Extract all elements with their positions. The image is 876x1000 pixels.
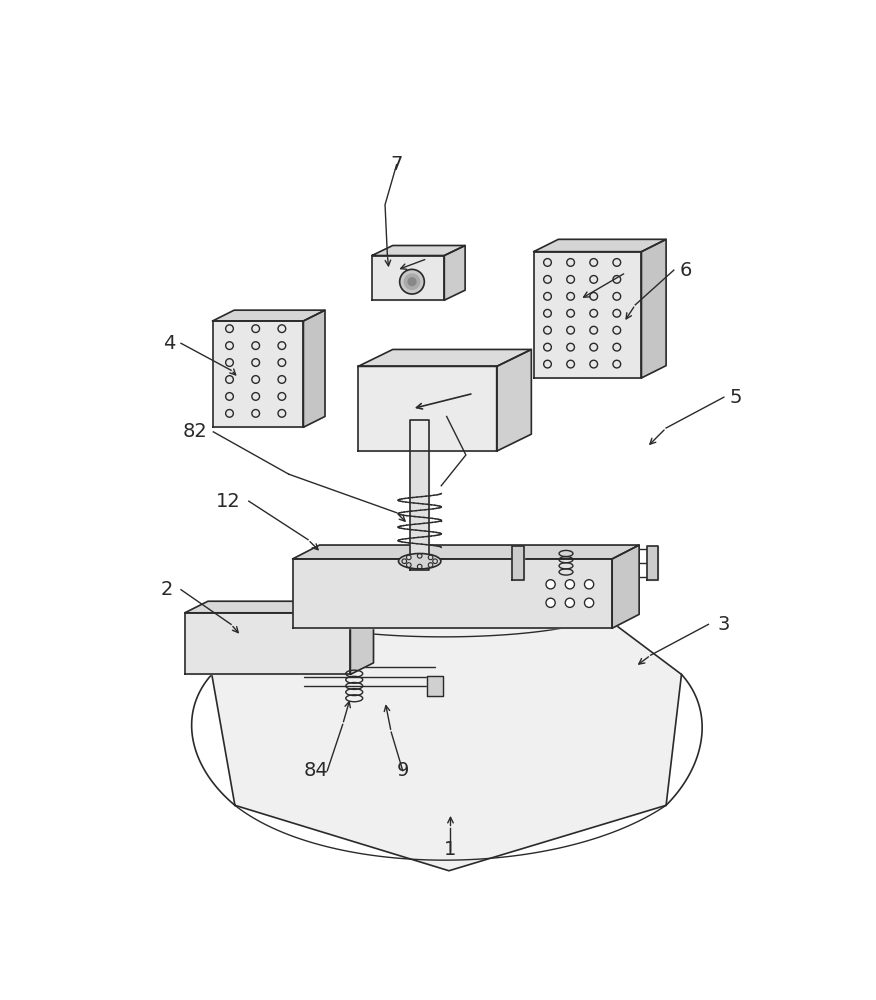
Text: 1: 1 bbox=[444, 840, 456, 859]
Circle shape bbox=[584, 598, 594, 607]
Text: 4: 4 bbox=[163, 334, 175, 353]
Polygon shape bbox=[213, 321, 303, 427]
Polygon shape bbox=[372, 246, 465, 256]
Polygon shape bbox=[641, 239, 666, 378]
Polygon shape bbox=[411, 420, 429, 570]
Polygon shape bbox=[212, 617, 682, 871]
Polygon shape bbox=[646, 546, 659, 580]
Polygon shape bbox=[185, 613, 350, 674]
Polygon shape bbox=[185, 601, 373, 613]
Text: 2: 2 bbox=[161, 580, 173, 599]
Text: 12: 12 bbox=[216, 492, 241, 511]
Polygon shape bbox=[303, 310, 325, 427]
Polygon shape bbox=[372, 256, 444, 300]
Text: 82: 82 bbox=[182, 422, 208, 441]
Circle shape bbox=[565, 598, 575, 607]
Circle shape bbox=[546, 580, 555, 589]
Polygon shape bbox=[358, 366, 497, 451]
Circle shape bbox=[565, 580, 575, 589]
Polygon shape bbox=[213, 310, 325, 321]
Circle shape bbox=[399, 269, 424, 294]
Text: 5: 5 bbox=[729, 388, 742, 407]
Text: 6: 6 bbox=[679, 261, 691, 280]
Text: 84: 84 bbox=[303, 761, 328, 780]
Ellipse shape bbox=[399, 554, 441, 569]
Polygon shape bbox=[293, 545, 639, 559]
Polygon shape bbox=[533, 239, 666, 252]
Circle shape bbox=[405, 274, 420, 289]
Polygon shape bbox=[612, 545, 639, 628]
Text: 9: 9 bbox=[397, 761, 409, 780]
Circle shape bbox=[584, 580, 594, 589]
Polygon shape bbox=[497, 349, 532, 451]
Polygon shape bbox=[512, 546, 524, 580]
Circle shape bbox=[546, 598, 555, 607]
Polygon shape bbox=[533, 252, 641, 378]
Circle shape bbox=[408, 278, 416, 286]
Polygon shape bbox=[444, 246, 465, 300]
Polygon shape bbox=[358, 349, 532, 366]
Polygon shape bbox=[427, 676, 442, 696]
Text: 3: 3 bbox=[717, 615, 730, 634]
Text: 7: 7 bbox=[391, 155, 403, 174]
Polygon shape bbox=[350, 601, 373, 674]
Polygon shape bbox=[293, 559, 612, 628]
